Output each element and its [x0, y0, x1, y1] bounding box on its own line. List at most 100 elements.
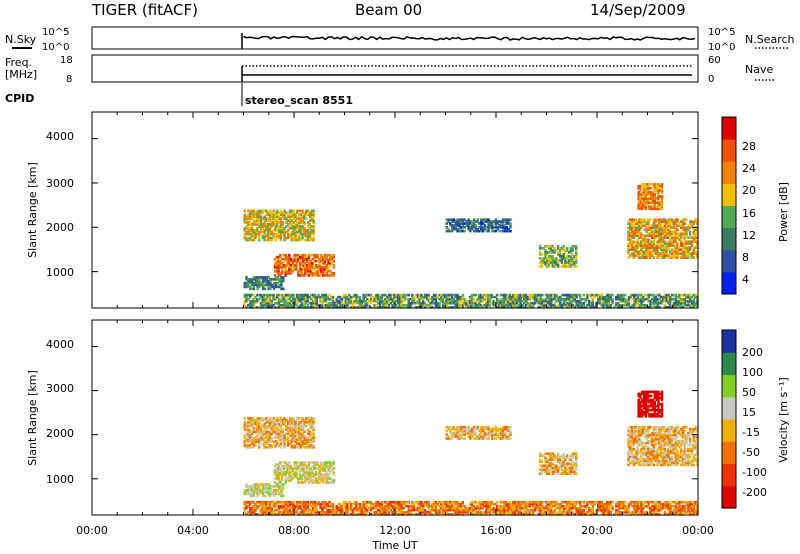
- echo-cell: [485, 299, 488, 303]
- echo-cell: [672, 451, 675, 455]
- echo-cell: [258, 487, 261, 490]
- echo-cell: [636, 254, 639, 257]
- echo-cell: [458, 295, 461, 299]
- echo-cell: [295, 473, 298, 476]
- echo-cell: [509, 218, 512, 221]
- echo-cell: [488, 293, 492, 297]
- echo-cell: [514, 297, 517, 301]
- echo-cell: [646, 197, 649, 200]
- echo-cell: [567, 265, 571, 268]
- echo-cell: [632, 459, 636, 463]
- echo-cell: [641, 224, 645, 227]
- echo-cell: [452, 306, 456, 309]
- echo-cell: [650, 246, 654, 249]
- echo-cell: [663, 453, 666, 457]
- echo-cell: [652, 425, 656, 429]
- echo-cell: [615, 295, 618, 299]
- echo-cell: [597, 299, 600, 303]
- echo-cell: [641, 218, 645, 221]
- echo-cell: [389, 297, 392, 301]
- echo-cell: [566, 303, 569, 307]
- echo-cell: [663, 244, 666, 247]
- echo-cell: [661, 461, 665, 465]
- echo-cell: [295, 255, 298, 259]
- echo-cell: [305, 232, 308, 236]
- echo-cell: [285, 293, 288, 297]
- echo-cell: [509, 226, 512, 229]
- echo-cell: [263, 279, 267, 283]
- echo-cell: [634, 232, 637, 235]
- echo-cell: [488, 306, 492, 309]
- echo-cell: [627, 303, 631, 307]
- echo-cell: [331, 303, 335, 307]
- echo-cell: [659, 242, 663, 245]
- echo-cell: [249, 285, 252, 289]
- echo-cell: [458, 224, 461, 227]
- echo-cell: [683, 236, 686, 239]
- echo-cell: [272, 295, 275, 299]
- echo-cell: [312, 215, 315, 218]
- echo-cell: [665, 246, 668, 249]
- echo-cell: [564, 251, 567, 254]
- echo-cell: [398, 295, 401, 299]
- echo-cell: [549, 462, 553, 465]
- echo-cell: [454, 293, 457, 297]
- echo-cell: [321, 274, 325, 277]
- echo-cell: [690, 447, 694, 451]
- echo-cell: [250, 211, 254, 215]
- echo-cell: [591, 299, 594, 303]
- echo-cell: [630, 449, 634, 453]
- echo-cell: [245, 219, 248, 222]
- echo-cell: [575, 464, 578, 467]
- echo-cell: [667, 236, 670, 239]
- echo-cell: [618, 295, 621, 299]
- echo-cell: [304, 297, 308, 301]
- echo-cell: [538, 460, 542, 463]
- echo-cell: [634, 303, 638, 307]
- echo-cell: [478, 301, 481, 305]
- echo-cell: [657, 404, 660, 408]
- echo-cell: [247, 223, 250, 226]
- echo-cell: [627, 453, 630, 457]
- echo-cell: [257, 297, 261, 301]
- echo-cell: [268, 211, 272, 215]
- echo-cell: [418, 303, 421, 307]
- echo-cell: [377, 301, 380, 305]
- echo-cell: [649, 254, 652, 257]
- echo-cell: [247, 440, 250, 443]
- echo-cell: [562, 255, 565, 258]
- echo-cell: [687, 293, 690, 297]
- echo-cell: [265, 301, 268, 305]
- echo-cell: [690, 299, 694, 303]
- echo-cell: [692, 445, 695, 449]
- echo-cell: [467, 226, 470, 229]
- echo-cell: [597, 301, 600, 305]
- echo-cell: [449, 306, 452, 309]
- echo-cell: [245, 299, 248, 303]
- echo-cell: [314, 479, 318, 482]
- echo-cell: [304, 477, 307, 480]
- echo-cell: [674, 236, 677, 239]
- echo-cell: [254, 299, 257, 303]
- echo-cell: [284, 479, 287, 482]
- echo-cell: [524, 306, 528, 309]
- echo-cell: [277, 469, 280, 472]
- echo-cell: [650, 234, 654, 237]
- echo-cell: [274, 436, 277, 439]
- echo-cell: [297, 461, 300, 464]
- echo-cell: [325, 257, 328, 261]
- echo-cell: [286, 257, 289, 261]
- echo-cell: [551, 452, 554, 455]
- echo-cell: [297, 306, 300, 309]
- echo-cell: [654, 435, 657, 439]
- echo-cell: [288, 295, 291, 299]
- echo-cell: [685, 455, 688, 459]
- echo-cell: [357, 306, 360, 309]
- echo-cell: [286, 469, 289, 472]
- echo-cell: [496, 220, 499, 223]
- echo-cell: [282, 264, 286, 267]
- echo-cell: [287, 426, 290, 430]
- echo-cell: [250, 278, 254, 281]
- echo-cell: [380, 301, 383, 305]
- echo-cell: [630, 437, 634, 441]
